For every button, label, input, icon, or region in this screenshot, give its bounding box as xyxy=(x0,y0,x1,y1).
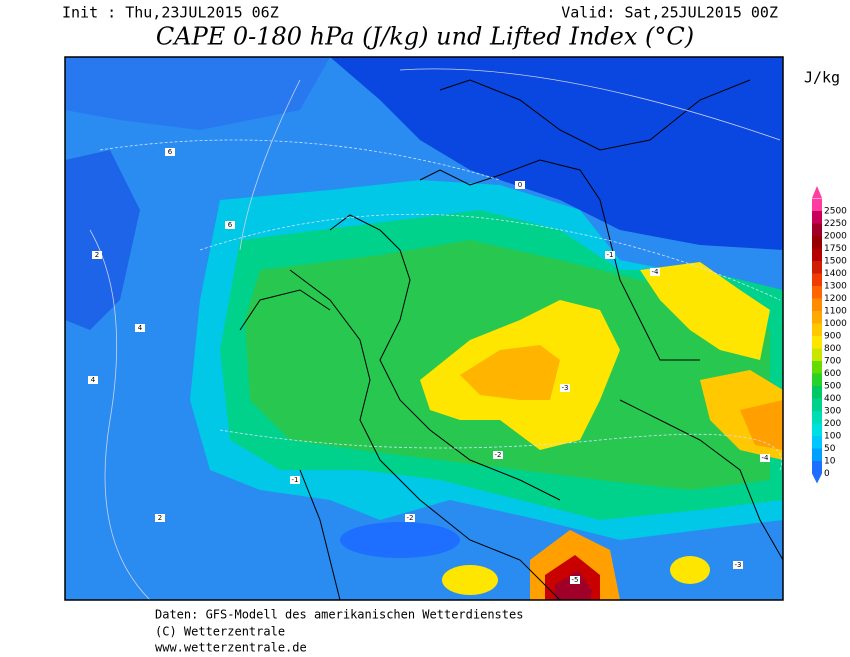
legend-unit: J/kg xyxy=(804,69,840,87)
contour-label-bg xyxy=(560,384,570,392)
contour-label-bg xyxy=(570,576,580,584)
colorbar-label: 300 xyxy=(824,407,841,417)
init-time: Init : Thu,23JUL2015 06Z xyxy=(62,4,279,22)
colorbar-swatch xyxy=(812,223,822,236)
colorbar-swatch xyxy=(812,311,822,324)
footer-copyright: (C) Wetterzentrale xyxy=(155,625,285,639)
chart-title: CAPE 0-180 hPa (J/kg) und Lifted Index (… xyxy=(156,23,694,51)
colorbar-label: 400 xyxy=(824,394,841,404)
colorbar-swatch xyxy=(812,448,822,461)
colorbar-swatch xyxy=(812,198,822,211)
contour-label: -3 xyxy=(562,384,569,392)
colorbar-swatch xyxy=(812,411,822,424)
contour-label-bg xyxy=(88,376,98,384)
colorbar-swatch xyxy=(812,248,822,261)
contour-label: 6 xyxy=(168,148,173,156)
contour-label: 2 xyxy=(158,514,162,522)
colorbar-label: 600 xyxy=(824,369,841,379)
colorbar: 2500225020001750150014001300120011001000… xyxy=(812,186,847,484)
colorbar-label: 1000 xyxy=(824,319,847,329)
contour-label-bg xyxy=(225,221,235,229)
colorbar-label: 1100 xyxy=(824,307,847,317)
colorbar-swatch xyxy=(812,211,822,224)
colorbar-swatch xyxy=(812,398,822,411)
colorbar-swatch xyxy=(812,436,822,449)
colorbar-label: 500 xyxy=(824,382,841,392)
contour-label: -5 xyxy=(572,576,579,584)
contour-label-bg xyxy=(155,514,165,522)
contour-label: 2 xyxy=(95,251,99,259)
contour-label-bg xyxy=(605,251,615,259)
colorbar-label: 1200 xyxy=(824,294,847,304)
contour-label-bg xyxy=(650,268,660,276)
colorbar-label: 1500 xyxy=(824,257,847,267)
contour-label-bg xyxy=(493,451,503,459)
contour-label-bg xyxy=(165,148,175,156)
valid-time: Valid: Sat,25JUL2015 00Z xyxy=(561,4,778,22)
colorbar-label: 2000 xyxy=(824,232,847,242)
colorbar-label: 2250 xyxy=(824,219,847,229)
colorbar-swatch xyxy=(812,298,822,311)
colorbar-label: 800 xyxy=(824,344,841,354)
colorbar-swatch xyxy=(812,423,822,436)
contour-label: -3 xyxy=(735,561,742,569)
contour-label: -4 xyxy=(762,454,770,462)
colorbar-label: 2500 xyxy=(824,207,847,217)
contour-label-bg xyxy=(92,251,102,259)
colorbar-swatch xyxy=(812,361,822,374)
colorbar-swatch xyxy=(812,373,822,386)
contour-label-bg xyxy=(405,514,415,522)
map: -4 -3 -2 -1 0 2 4 6 -5 -2 -1 2 4 -3 -4 6 xyxy=(64,56,784,601)
colorbar-swatch xyxy=(812,273,822,286)
colorbar-swatch xyxy=(812,236,822,249)
footer-source: Daten: GFS-Modell des amerikanischen Wet… xyxy=(155,608,523,622)
colorbar-label: 1750 xyxy=(824,244,847,254)
colorbar-label: 100 xyxy=(824,432,841,442)
colorbar-swatch xyxy=(812,386,822,399)
colorbar-swatch xyxy=(812,461,822,474)
contour-label-bg xyxy=(290,476,300,484)
colorbar-label: 10 xyxy=(824,457,836,467)
contour-label: 4 xyxy=(91,376,96,384)
contour-label: -2 xyxy=(407,514,414,522)
colorbar-label: 0 xyxy=(824,469,830,479)
contour-label-bg xyxy=(515,181,525,189)
colorbar-arrow-bottom xyxy=(812,473,822,484)
contour-label-bg xyxy=(135,324,145,332)
colorbar-swatch xyxy=(812,261,822,274)
colorbar-swatch xyxy=(812,348,822,361)
colorbar-label: 900 xyxy=(824,332,841,342)
contour-label: -1 xyxy=(292,476,299,484)
colorbar-swatch xyxy=(812,286,822,299)
colorbar-label: 1400 xyxy=(824,269,847,279)
colorbar-swatch xyxy=(812,336,822,349)
footer-url: www.wetterzentrale.de xyxy=(155,641,307,655)
colorbar-label: 50 xyxy=(824,444,836,454)
contour-label: 0 xyxy=(518,181,522,189)
contour-label-bg xyxy=(760,454,770,462)
contour-label: 6 xyxy=(228,221,233,229)
colorbar-label: 700 xyxy=(824,357,841,367)
colorbar-swatch xyxy=(812,323,822,336)
colorbar-arrow-top xyxy=(812,186,822,198)
colorbar-label: 1300 xyxy=(824,282,847,292)
contour-label: -2 xyxy=(495,451,502,459)
colorbar-label: 200 xyxy=(824,419,841,429)
contour-label: -1 xyxy=(607,251,614,259)
contour-label: -4 xyxy=(652,268,660,276)
contour-label-bg xyxy=(733,561,743,569)
contour-label: 4 xyxy=(138,324,143,332)
